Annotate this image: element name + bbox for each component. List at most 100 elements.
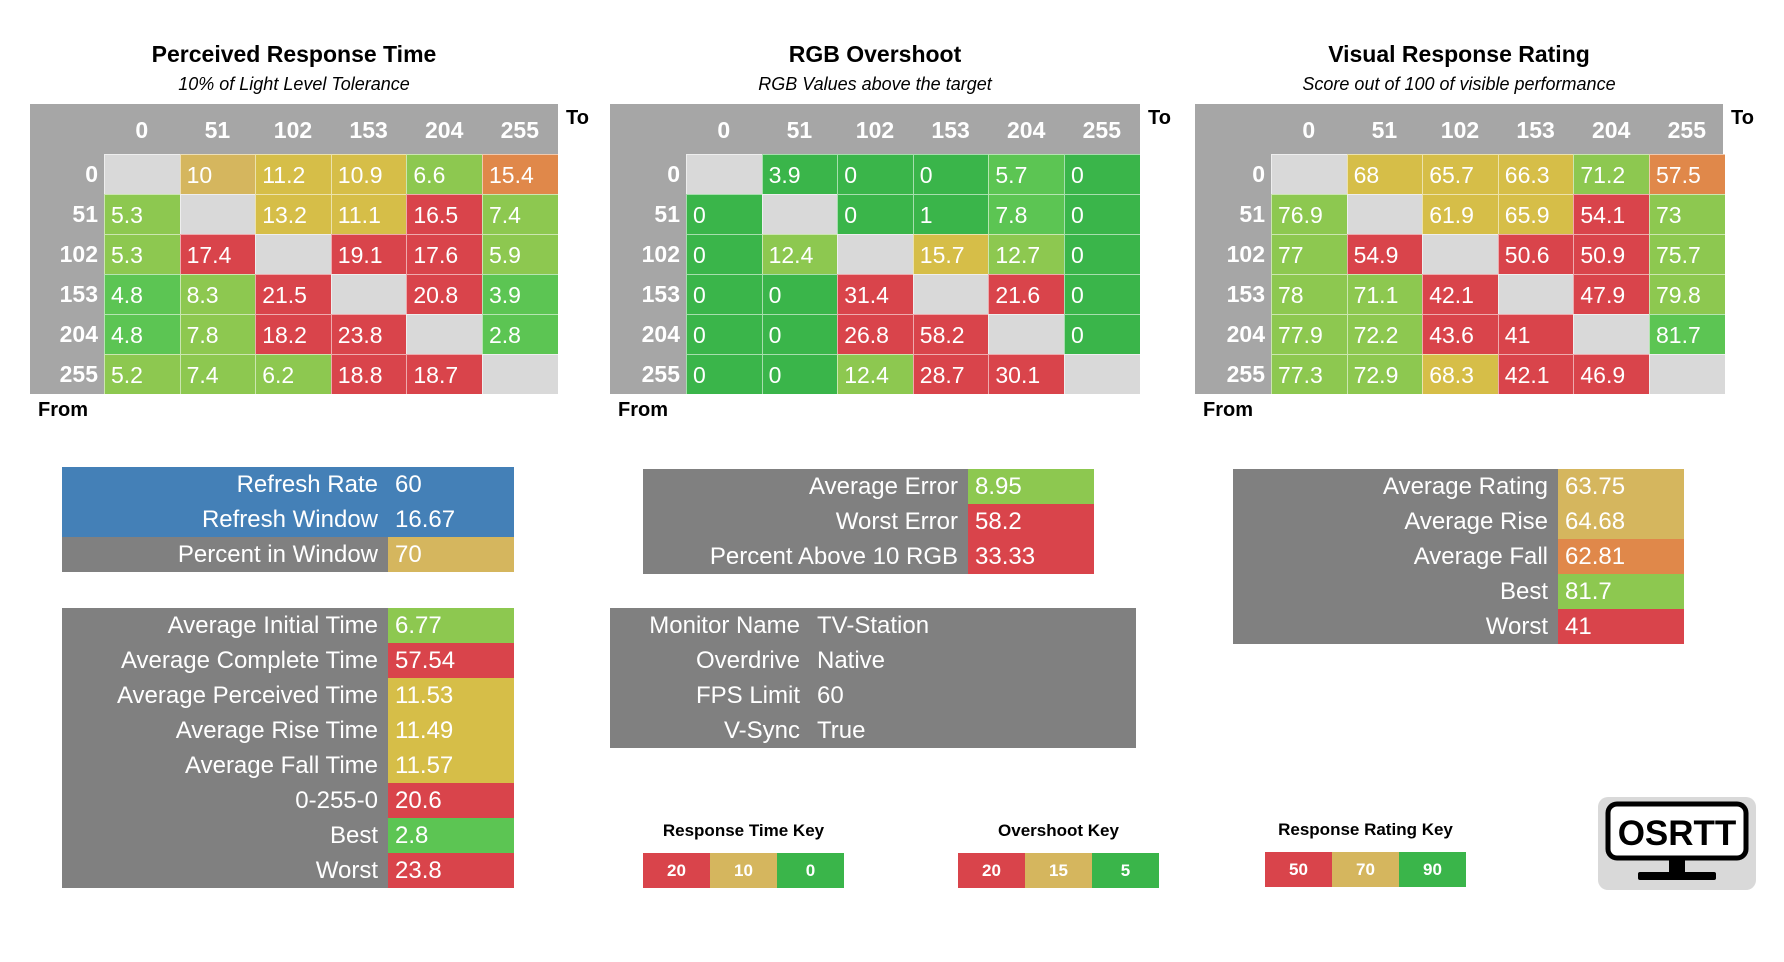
column-header: 102 xyxy=(1440,117,1480,143)
heatmap-cell: 42.1 xyxy=(1497,354,1574,394)
panel-title: Perceived Response Time xyxy=(151,41,437,67)
heatmap-cell: 18.2 xyxy=(255,314,331,354)
stat-value: 20.6 xyxy=(388,783,514,818)
heatmap-cell: 73 xyxy=(1649,194,1725,234)
stat-row: Worst 41 xyxy=(1233,609,1684,644)
heatmap-cell: 26.8 xyxy=(837,314,913,354)
heatmap-grid: 0 51 102 153 204 255 0 51 102 153 204 255 3.9 0 0 5.7 0 0… xyxy=(610,104,1140,394)
stat-value: 23.8 xyxy=(388,853,514,888)
stat-value: 41 xyxy=(1558,609,1684,644)
heatmap-cell: 72.9 xyxy=(1346,354,1423,394)
heatmap-cell: 17.6 xyxy=(406,234,482,274)
heatmap-cell: 3.9 xyxy=(482,274,558,314)
heatmap-cell: 16.5 xyxy=(406,194,482,234)
heatmap-cell: 66.3 xyxy=(1497,154,1574,194)
heatmap-cell: 0 xyxy=(1064,154,1140,194)
diagonal-cell xyxy=(1497,274,1574,314)
heatmap-cell: 4.8 xyxy=(104,314,180,354)
heatmap-cell: 7.4 xyxy=(482,194,558,234)
column-header: 0 xyxy=(1302,117,1316,143)
heatmap-cell: 11.2 xyxy=(255,154,331,194)
heatmap-cell: 13.2 xyxy=(255,194,331,234)
row-header: 153 xyxy=(59,281,98,307)
row-header: 255 xyxy=(641,361,680,387)
diagonal-cell xyxy=(1422,234,1498,274)
x-axis-label: To xyxy=(1148,107,1171,129)
heatmap-grid: 0 51 102 153 204 255 0 51 102 153 204 255 68 65.7 66.3… xyxy=(1195,104,1725,394)
heatmap-cell: 7.8 xyxy=(988,194,1064,234)
heatmap-cell: 15.4 xyxy=(482,154,558,194)
stat-label: V-Sync xyxy=(610,713,810,748)
stats-rating: Average Rating 63.75 Average Rise 64.68 Aver… xyxy=(1233,469,1684,644)
heatmap-cell: 41 xyxy=(1497,314,1574,354)
row-header: 204 xyxy=(1226,321,1265,347)
diagonal-cell xyxy=(1346,194,1423,234)
row-header: 102 xyxy=(641,241,680,267)
heatmap-cell: 68 xyxy=(1346,154,1423,194)
stat-label: Percent in Window xyxy=(62,537,388,572)
heatmap-cell: 57.5 xyxy=(1649,154,1725,194)
diagonal-cell xyxy=(912,274,989,314)
heatmap-cell: 0 xyxy=(761,354,838,394)
heatmap-cell: 23.8 xyxy=(330,314,407,354)
stat-row: Average Fall Time 11.57 xyxy=(62,748,514,783)
stat-row: Best 81.7 xyxy=(1233,574,1684,609)
heatmap-cell: 5.7 xyxy=(988,154,1064,194)
row-header: 51 xyxy=(72,201,98,227)
heatmap-cell: 31.4 xyxy=(837,274,913,314)
stat-value: 64.68 xyxy=(1558,504,1684,539)
stat-value: 70 xyxy=(388,537,514,572)
heatmap-cell: 18.7 xyxy=(406,354,482,394)
key-title: Response Time Key xyxy=(662,821,825,840)
heatmap-cell: 0 xyxy=(1064,234,1140,274)
y-axis-label: From xyxy=(618,399,668,421)
stat-row: Monitor Name TV-Station xyxy=(610,608,1136,643)
heatmap-cell: 0 xyxy=(686,194,762,234)
heatmap-cell: 0 xyxy=(761,274,838,314)
heatmap-cell: 0 xyxy=(1064,314,1140,354)
heatmap-cell: 2.8 xyxy=(482,314,558,354)
x-axis-label: To xyxy=(1731,107,1754,129)
heatmap-cell: 12.7 xyxy=(988,234,1064,274)
stat-value: 58.2 xyxy=(968,504,1094,539)
stat-row: Best 2.8 xyxy=(62,818,514,853)
stat-value: 2.8 xyxy=(388,818,514,853)
stats-refresh: Refresh Rate 60 Refresh Window 16.67 Percent… xyxy=(62,467,514,572)
heatmap-cell: 5.9 xyxy=(482,234,558,274)
stat-row: Average Initial Time 6.77 xyxy=(62,608,514,643)
stat-value: 81.7 xyxy=(1558,574,1684,609)
row-header: 255 xyxy=(1226,361,1265,387)
heatmap-cell: 61.9 xyxy=(1422,194,1498,234)
heatmap-cell: 8.3 xyxy=(179,274,256,314)
heatmap-cell: 3.9 xyxy=(761,154,838,194)
key-swatch: 90 xyxy=(1399,852,1466,887)
diagonal-cell xyxy=(761,194,838,234)
monitor-icon: OSRTT xyxy=(1605,801,1749,880)
heatmap-cell: 75.7 xyxy=(1649,234,1725,274)
key-swatch: 50 xyxy=(1265,852,1332,887)
row-header: 102 xyxy=(59,241,98,267)
heatmap-cell: 50.6 xyxy=(1497,234,1574,274)
color-key-3: Response Rating Key 50 70 90 xyxy=(1265,820,1466,889)
column-header: 204 xyxy=(1007,117,1046,143)
stat-value: True xyxy=(810,713,1136,748)
stat-label: Best xyxy=(62,818,388,853)
heatmap-cell: 17.4 xyxy=(179,234,256,274)
stat-label: Average Complete Time xyxy=(62,643,388,678)
stat-label: FPS Limit xyxy=(610,678,810,713)
column-header: 51 xyxy=(1371,117,1398,143)
stat-row: Average Perceived Time 11.53 xyxy=(62,678,514,713)
heatmap-panel-3: Visual Response Rating Score out of 100 o… xyxy=(1195,38,1763,438)
color-key-2: Overshoot Key 20 15 5 xyxy=(958,821,1159,890)
logo-text: OSRTT xyxy=(1618,814,1737,853)
heatmap-cell: 42.1 xyxy=(1422,274,1498,314)
row-header: 102 xyxy=(1226,241,1265,267)
diagonal-cell xyxy=(988,314,1064,354)
stat-value: 60 xyxy=(388,467,514,502)
heatmap-cell: 0 xyxy=(686,234,762,274)
stat-label: 0-255-0 xyxy=(62,783,388,818)
y-axis-label: From xyxy=(38,399,88,421)
heatmap-panel-1: Perceived Response Time 10% of Light Leve… xyxy=(30,38,598,438)
stats-monitor: Monitor Name TV-Station Overdrive Native FPS… xyxy=(610,608,1136,748)
diagonal-cell xyxy=(330,274,407,314)
